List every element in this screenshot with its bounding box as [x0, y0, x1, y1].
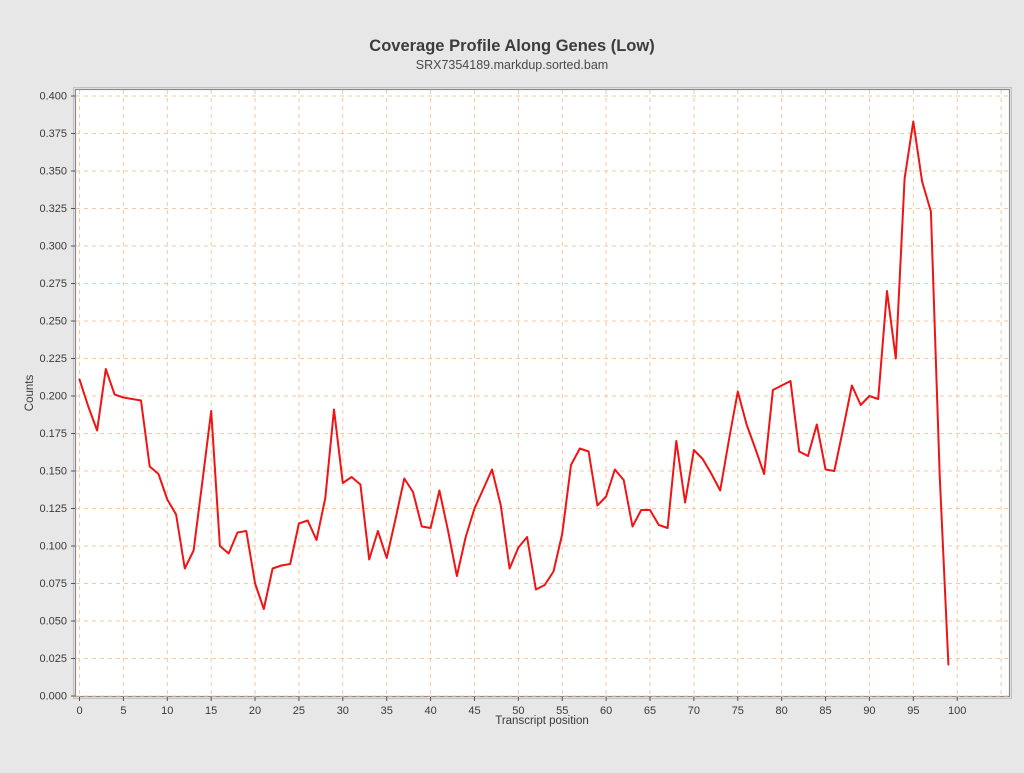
coverage-line — [78, 120, 950, 666]
plot-frame-outer — [73, 87, 1012, 699]
x-tick-label: 30 — [337, 705, 349, 717]
x-tick-label: 55 — [556, 705, 568, 717]
y-tick-label: 0.125 — [39, 503, 67, 515]
x-tick-label: 40 — [424, 705, 436, 717]
x-tick-label: 35 — [381, 705, 393, 717]
y-tick-label: 0.050 — [39, 616, 67, 628]
y-tick-label: 0.300 — [39, 241, 67, 253]
y-tick-label: 0.150 — [39, 466, 67, 478]
y-tick-label: 0.225 — [39, 353, 67, 365]
x-tick-label: 100 — [948, 705, 966, 717]
y-tick-label: 0.350 — [39, 166, 67, 178]
y-tick-label: 0.075 — [39, 578, 67, 590]
x-tick-label: 75 — [732, 705, 744, 717]
y-axis-label: Counts — [24, 375, 36, 412]
x-tick-label: 90 — [863, 705, 875, 717]
x-tick-label: 60 — [600, 705, 612, 717]
y-tick-label: 0.025 — [39, 653, 67, 665]
x-tick-label: 80 — [776, 705, 788, 717]
x-tick-label: 25 — [293, 705, 305, 717]
x-tick-label: 65 — [644, 705, 656, 717]
y-tick-label: 0.375 — [39, 128, 67, 140]
y-tick-label: 0.200 — [39, 391, 67, 403]
y-tick-label: 0.325 — [39, 203, 67, 215]
x-tick-label: 20 — [249, 705, 261, 717]
x-axis-label: Transcript position — [495, 715, 589, 727]
y-tick-label: 0.400 — [39, 91, 67, 103]
plot-area — [74, 88, 1011, 698]
y-tick-label: 0.250 — [39, 316, 67, 328]
x-tick-label: 95 — [907, 705, 919, 717]
y-tick-label: 0.000 — [39, 691, 67, 703]
y-tick-label: 0.100 — [39, 541, 67, 553]
x-tick-label: 50 — [512, 705, 524, 717]
x-tick-label: 0 — [76, 705, 82, 717]
x-tick-label: 5 — [120, 705, 126, 717]
x-tick-label: 85 — [819, 705, 831, 717]
chart-title: Coverage Profile Along Genes (Low) — [369, 37, 654, 55]
y-tick-label: 0.275 — [39, 278, 67, 290]
x-tick-label: 10 — [161, 705, 173, 717]
x-tick-label: 70 — [688, 705, 700, 717]
x-tick-label: 15 — [205, 705, 217, 717]
y-tick-label: 0.175 — [39, 428, 67, 440]
x-tick-label: 45 — [468, 705, 480, 717]
chart-subtitle: SRX7354189.markdup.sorted.bam — [416, 58, 608, 72]
